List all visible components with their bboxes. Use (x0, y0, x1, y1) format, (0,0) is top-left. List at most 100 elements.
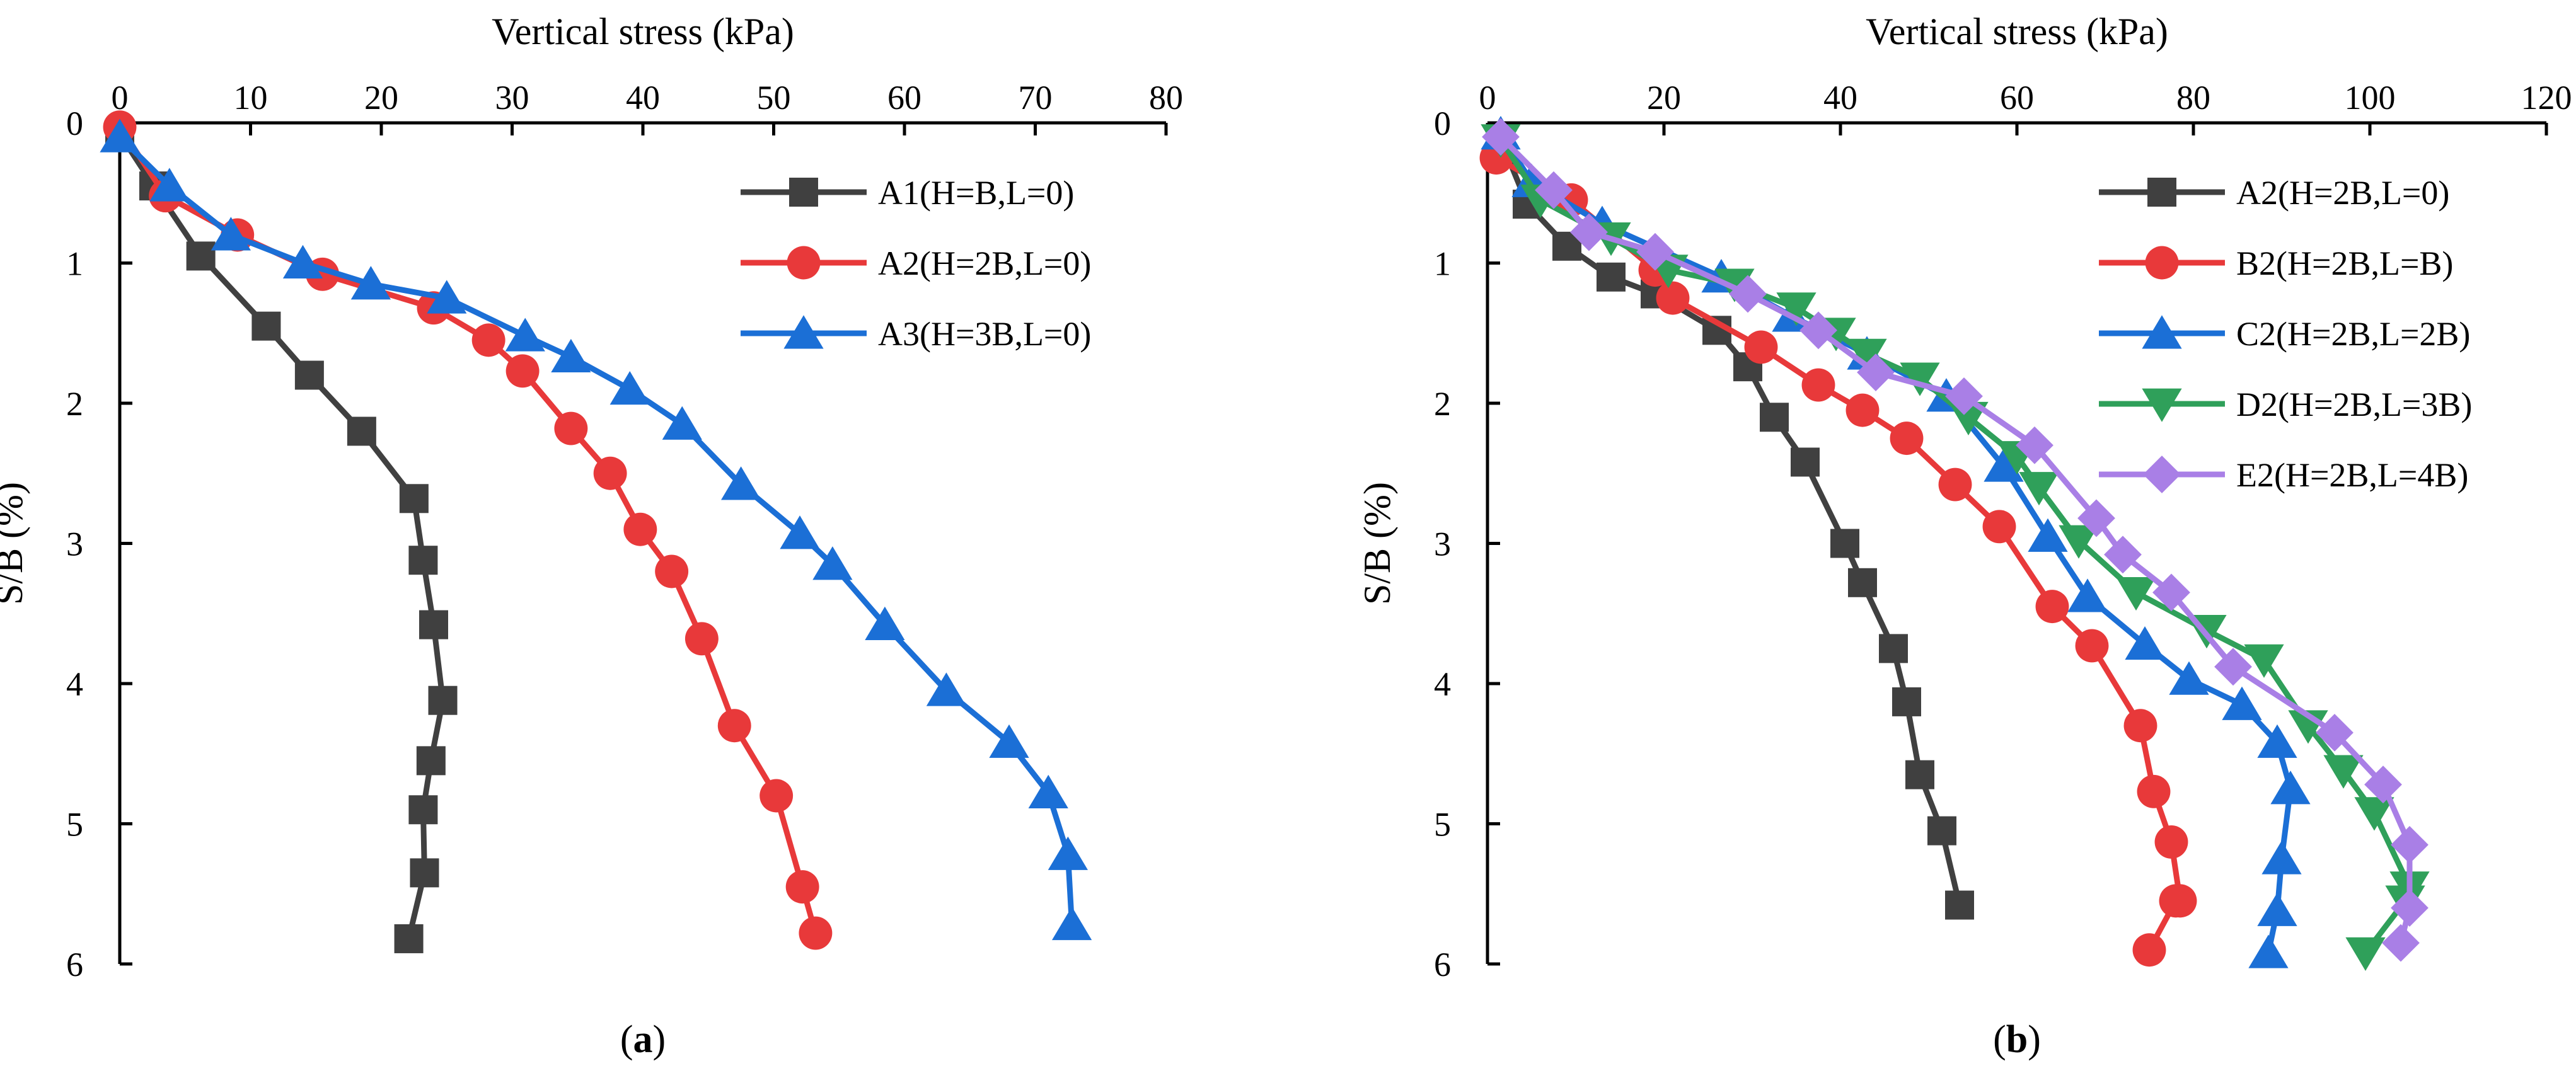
data-point (1482, 118, 1520, 156)
data-point (2035, 590, 2069, 624)
data-point (1776, 292, 1816, 326)
y-tick-label: 3 (66, 525, 83, 563)
data-point (760, 779, 794, 813)
y-tick-label: 5 (66, 806, 83, 844)
x-tick-label: 40 (1823, 79, 1857, 117)
data-point (100, 118, 140, 152)
data-point (1984, 448, 2024, 482)
legend-label: A3(H=3B,L=0) (878, 315, 1091, 353)
x-tick-label: 50 (757, 79, 791, 117)
panel-a-label-letter: a (633, 1018, 653, 1061)
data-point (1636, 232, 1674, 271)
data-point (780, 515, 820, 549)
data-point (2391, 889, 2429, 927)
legend-marker-shape (789, 178, 818, 207)
data-point (2125, 626, 2165, 660)
panel-b-legend-item: C2(H=2B,L=2B) (2099, 315, 2470, 353)
series-A3(H=3B,L=0) (100, 118, 1092, 941)
data-point (2248, 934, 2289, 968)
data-point (1945, 377, 1983, 415)
legend-label: B2(H=2B,L=B) (2236, 244, 2453, 282)
legend-marker (2147, 178, 2176, 207)
data-point (294, 360, 324, 390)
data-point (717, 709, 751, 743)
legend-marker (787, 246, 821, 280)
data-point (926, 672, 967, 706)
x-tick-label: 10 (234, 79, 268, 117)
data-point (1028, 774, 1068, 808)
y-tick-label: 2 (66, 385, 83, 423)
data-point (865, 606, 905, 640)
x-tick-label: 30 (495, 79, 529, 117)
x-tick-label: 70 (1019, 79, 1053, 117)
data-point (1570, 213, 1608, 251)
data-point (2075, 629, 2109, 663)
data-point (593, 456, 627, 490)
data-point (2077, 499, 2115, 537)
data-point (1857, 353, 1895, 391)
panel-a-legend-item: A1(H=B,L=0) (741, 174, 1074, 212)
data-point (1927, 816, 1956, 846)
data-point (2364, 765, 2402, 804)
data-point (1890, 421, 1924, 456)
y-tick-label: 6 (1434, 946, 1451, 983)
data-point (2214, 648, 2252, 686)
series-A2(H=2B,L=0) (103, 110, 833, 950)
data-point (399, 484, 429, 513)
panel-b-legend-item: E2(H=2B,L=4B) (2099, 456, 2468, 494)
y-tick-label: 2 (1434, 385, 1451, 423)
x-tick-label: 20 (1647, 79, 1681, 117)
legend-label: A2(H=2B,L=0) (878, 244, 1091, 282)
panel-b-chart: 0 20 40 60 80 100 120 0 1 2 3 4 5 6 Vertical stress … (1356, 11, 2572, 1061)
data-point (1905, 760, 1934, 789)
panel-b-legend-item: B2(H=2B,L=B) (2099, 244, 2453, 282)
x-tick-label: 20 (364, 79, 398, 117)
data-point (1051, 906, 1092, 941)
legend-marker-shape (2143, 456, 2181, 493)
panel-b-legend: A2(H=2B,L=0) B2(H=2B,L=B) C2(H=2B,L=2B) … (2099, 174, 2472, 494)
data-point (1535, 171, 1573, 209)
data-point (2116, 576, 2156, 611)
data-point (662, 406, 702, 440)
data-point (1982, 510, 2016, 544)
data-point (2261, 840, 2302, 874)
panel-a-x-ticks: 0 10 20 30 40 50 60 70 80 (112, 79, 1183, 135)
data-point (2244, 644, 2284, 678)
legend-marker (2142, 315, 2182, 349)
data-point (1892, 687, 1921, 716)
data-point (2382, 924, 2420, 962)
data-point (785, 870, 819, 904)
data-point (1760, 403, 1789, 432)
data-point (408, 546, 438, 575)
data-point (282, 244, 323, 278)
data-point (2391, 825, 2429, 864)
data-point (149, 168, 190, 202)
series-A2(H=2B,L=0) (1486, 125, 1974, 920)
legend-label: E2(H=2B,L=4B) (2236, 456, 2468, 494)
data-point (2257, 724, 2297, 758)
panel-b-x-ticks: 0 20 40 60 80 100 120 (1479, 79, 2572, 135)
panel-b-label-letter: b (2006, 1018, 2028, 1061)
data-point (1744, 330, 1778, 364)
x-tick-label: 100 (2345, 79, 2396, 117)
data-point (428, 685, 458, 715)
panel-b-label-close: ) (2028, 1018, 2041, 1061)
panel-a-label-open: ( (620, 1018, 633, 1061)
x-tick-label: 60 (887, 79, 921, 117)
data-point (989, 724, 1029, 758)
data-point (211, 217, 251, 251)
data-point (347, 416, 376, 446)
y-tick-label: 3 (1434, 525, 1451, 563)
data-point (1799, 311, 1837, 350)
panel-b-label: (b) (1993, 1018, 2041, 1061)
y-tick-label: 1 (1434, 245, 1451, 283)
y-tick-label: 0 (66, 105, 83, 142)
data-point (1845, 393, 1880, 427)
data-point (2104, 536, 2142, 574)
y-tick-label: 5 (1434, 806, 1451, 844)
series-E2(H=2B,L=4B) (1482, 118, 2429, 962)
data-point (721, 466, 761, 500)
y-tick-label: 4 (66, 665, 83, 703)
y-tick-label: 4 (1434, 665, 1451, 703)
